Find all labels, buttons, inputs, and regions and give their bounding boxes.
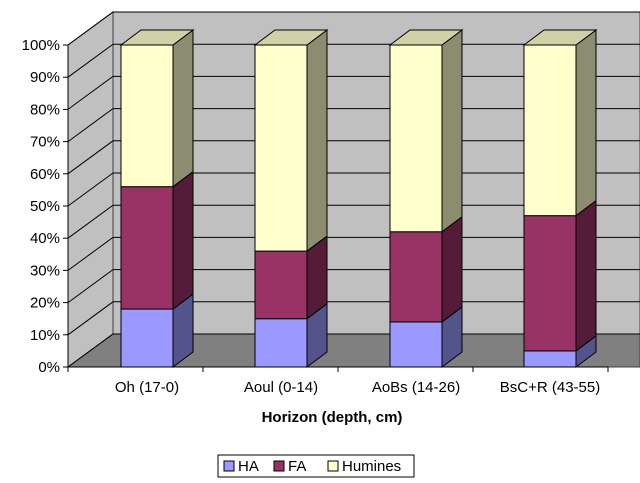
y-tick-label: 80% bbox=[30, 101, 60, 118]
bar-top bbox=[119, 29, 195, 46]
y-tick-label: 90% bbox=[30, 69, 60, 86]
y-tick-label: 60% bbox=[30, 166, 60, 183]
bar-segment-humines bbox=[120, 44, 174, 188]
y-tick-label: 10% bbox=[30, 327, 60, 344]
gridlines bbox=[67, 11, 640, 368]
bar-segment-fa-side bbox=[575, 199, 597, 352]
gridline bbox=[67, 301, 640, 336]
bar-segment-humines-side bbox=[441, 29, 463, 233]
gridline bbox=[67, 269, 640, 304]
bar-segment-fa-side bbox=[441, 215, 463, 323]
gridline bbox=[67, 236, 640, 271]
x-category-label: Aoul (0-14) bbox=[244, 379, 318, 396]
y-tick-label: 20% bbox=[30, 295, 60, 312]
bar-segment-ha bbox=[254, 318, 308, 368]
y-tick-label: 30% bbox=[30, 262, 60, 279]
legend-item: FA bbox=[273, 458, 306, 475]
y-tick-label: 50% bbox=[30, 198, 60, 215]
bar-top bbox=[388, 29, 464, 46]
legend: HA FA Humines bbox=[217, 454, 415, 478]
gridline bbox=[67, 204, 640, 239]
y-tick-labels: 0% 10% 20% 30% 40% 50% 60% 70% 80% 90% 100% bbox=[22, 37, 60, 376]
x-category-label: BsC+R (43-55) bbox=[500, 379, 600, 396]
y-tick-label: 40% bbox=[30, 230, 60, 247]
legend-swatch-ha bbox=[223, 460, 235, 472]
x-category-label: AoBs (14-26) bbox=[372, 379, 460, 396]
gridline bbox=[67, 11, 640, 46]
bar-stack bbox=[253, 29, 329, 368]
x-category-label: Oh (17-0) bbox=[115, 379, 179, 396]
gridline bbox=[67, 43, 640, 78]
bar-segment-fa bbox=[254, 250, 308, 320]
bar-top bbox=[522, 29, 598, 46]
bar-segment-fa bbox=[389, 231, 443, 323]
bar-segment-humines bbox=[254, 44, 308, 252]
legend-swatch-fa bbox=[273, 460, 285, 472]
bar-top bbox=[253, 29, 329, 46]
legend-item: HA bbox=[223, 458, 259, 475]
bar-segment-ha bbox=[523, 350, 577, 368]
x-category-labels: Oh (17-0) Aoul (0-14) AoBs (14-26) BsC+R (4… bbox=[115, 379, 600, 396]
bar-stack bbox=[388, 29, 464, 368]
bar-segment-fa bbox=[120, 186, 174, 310]
bar-segment-fa-side bbox=[172, 170, 194, 311]
bar-segment-ha bbox=[389, 321, 443, 368]
legend-swatch-humines bbox=[327, 460, 339, 472]
y-tick-label: 100% bbox=[22, 37, 60, 54]
bars bbox=[119, 29, 598, 368]
legend-item: Humines bbox=[327, 458, 401, 475]
x-axis-title: Horizon (depth, cm) bbox=[262, 409, 403, 426]
gridline bbox=[67, 172, 640, 207]
gridline bbox=[67, 140, 640, 175]
legend-label: HA bbox=[238, 458, 259, 475]
legend-box bbox=[217, 454, 415, 478]
gridline bbox=[67, 108, 640, 143]
bar-stack bbox=[522, 29, 598, 368]
bar-segment-humines-side bbox=[306, 29, 328, 253]
bar-segment-ha bbox=[120, 308, 174, 368]
bar-segment-fa bbox=[523, 215, 577, 352]
y-tick-label: 70% bbox=[30, 134, 60, 151]
legend-label: FA bbox=[288, 458, 306, 475]
bar-segment-humines-side bbox=[172, 29, 194, 188]
bar-segment-humines bbox=[523, 44, 577, 217]
y-tick-label: 0% bbox=[38, 359, 60, 376]
gridline bbox=[67, 333, 640, 368]
gridline bbox=[67, 75, 640, 110]
bar-stack bbox=[119, 29, 195, 368]
legend-label: Humines bbox=[342, 458, 401, 475]
bar-segment-humines-side bbox=[575, 29, 597, 217]
bar-segment-humines bbox=[389, 44, 443, 233]
